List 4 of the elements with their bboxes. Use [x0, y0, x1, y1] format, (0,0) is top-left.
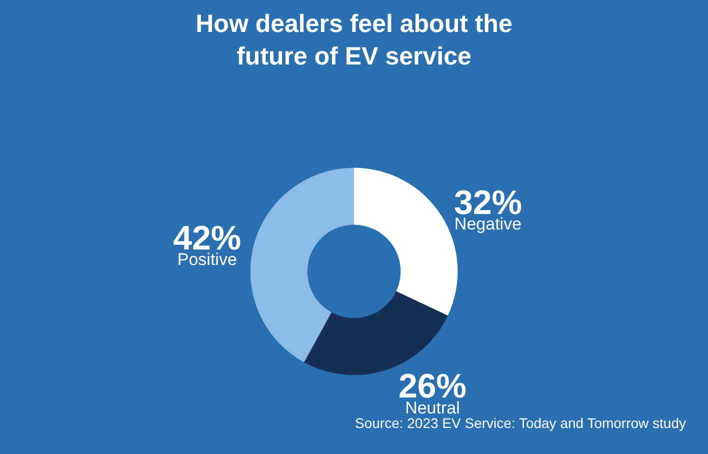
chart-title: How dealers feel about the future of EV service	[196, 10, 512, 70]
donut-slice	[304, 291, 448, 376]
donut-slice	[250, 168, 354, 362]
source-note: Source: 2023 EV Service: Today and Tomorrow study	[355, 415, 686, 431]
